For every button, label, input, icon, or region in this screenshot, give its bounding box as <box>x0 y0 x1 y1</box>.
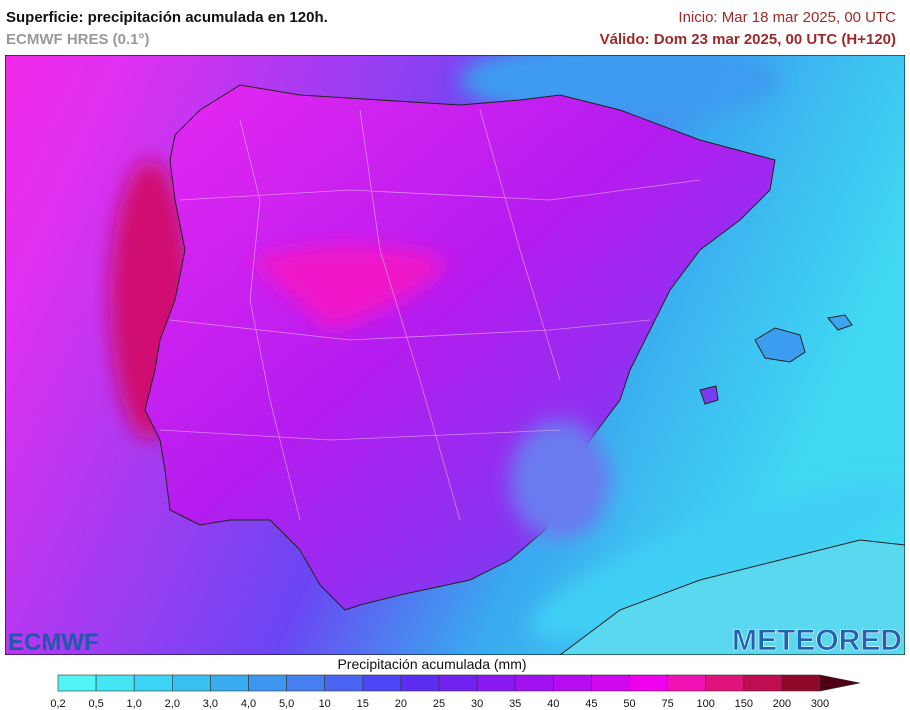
colorbar-tick-label: 150 <box>735 698 753 710</box>
init-time: Inicio: Mar 18 mar 2025, 00 UTC <box>678 9 896 26</box>
colorbar-tick-label: 45 <box>585 698 597 710</box>
ibiza <box>699 385 719 405</box>
colorbar-tick-label: 30 <box>471 698 483 710</box>
africa <box>559 539 905 655</box>
colorbar-tick-label: 100 <box>697 698 715 710</box>
colorbar-segment <box>552 674 592 692</box>
colorbar-arrow <box>819 674 861 692</box>
mallorca <box>754 327 806 363</box>
colorbar-tick-label: 20 <box>395 698 407 710</box>
colorbar-tick-label: 10 <box>319 698 331 710</box>
colorbar-segment <box>57 674 97 692</box>
colorbar-tick-label: 75 <box>661 698 673 710</box>
meteored-logo: METEORED <box>732 624 902 657</box>
colorbar-segment <box>362 674 402 692</box>
map <box>5 55 905 655</box>
colorbar-tick-label: 4,0 <box>241 698 256 710</box>
ecmwf-logo: ECMWF <box>8 629 99 656</box>
colorbar-tick-label: 3,0 <box>203 698 218 710</box>
colorbar-tick-label: 300 <box>811 698 829 710</box>
colorbar-tick-label: 15 <box>357 698 369 710</box>
precip-low-southeast <box>510 420 610 540</box>
colorbar-segment <box>172 674 211 692</box>
valid-time: Válido: Dom 23 mar 2025, 00 UTC (H+120) <box>600 31 896 48</box>
colorbar-segment <box>95 674 135 692</box>
colorbar-segment <box>629 674 668 692</box>
colorbar-segment <box>705 674 745 692</box>
colorbar-tick-label: 2,0 <box>165 698 180 710</box>
colorbar-segment <box>286 674 326 692</box>
precip-low-sea <box>531 481 905 639</box>
menorca <box>827 314 853 331</box>
colorbar-tick-label: 5,0 <box>279 698 294 710</box>
colorbar-segment <box>324 674 364 692</box>
colorbar-tick-label: 0,2 <box>50 698 65 710</box>
colorbar-segment <box>476 674 516 692</box>
colorbar-tick-label: 40 <box>547 698 559 710</box>
colorbar-tick-label: 1,0 <box>127 698 142 710</box>
model-name: ECMWF HRES (0.1°) <box>6 31 150 48</box>
map-title: Superficie: precipitación acumulada en 1… <box>6 9 328 26</box>
colorbar-tick-label: 35 <box>509 698 521 710</box>
legend-title: Precipitación acumulada (mm) <box>337 656 526 672</box>
colorbar-segment <box>438 674 478 692</box>
colorbar-tick-label: 25 <box>433 698 445 710</box>
colorbar-segment <box>210 674 249 692</box>
colorbar-tick-label: 200 <box>773 698 791 710</box>
borders <box>159 109 701 521</box>
colorbar-segment <box>667 674 706 692</box>
colorbar-segment <box>400 674 440 692</box>
colorbar-segment <box>781 674 821 692</box>
iberia <box>144 84 776 611</box>
colorbar-tick-label: 50 <box>623 698 635 710</box>
colorbar-segment <box>743 674 783 692</box>
colorbar: 0,2 0,5 1,0 2,0 3,0 4,0 5,0 10 15 20 25 30 35 40 45 50 7… <box>50 674 861 710</box>
colorbar-segment <box>514 674 554 692</box>
colorbar-segment <box>248 674 287 692</box>
colorbar-segment <box>133 674 173 692</box>
colorbar-tick-label: 0,5 <box>88 698 103 710</box>
colorbar-segment <box>591 674 630 692</box>
precip-max-central <box>250 245 450 330</box>
